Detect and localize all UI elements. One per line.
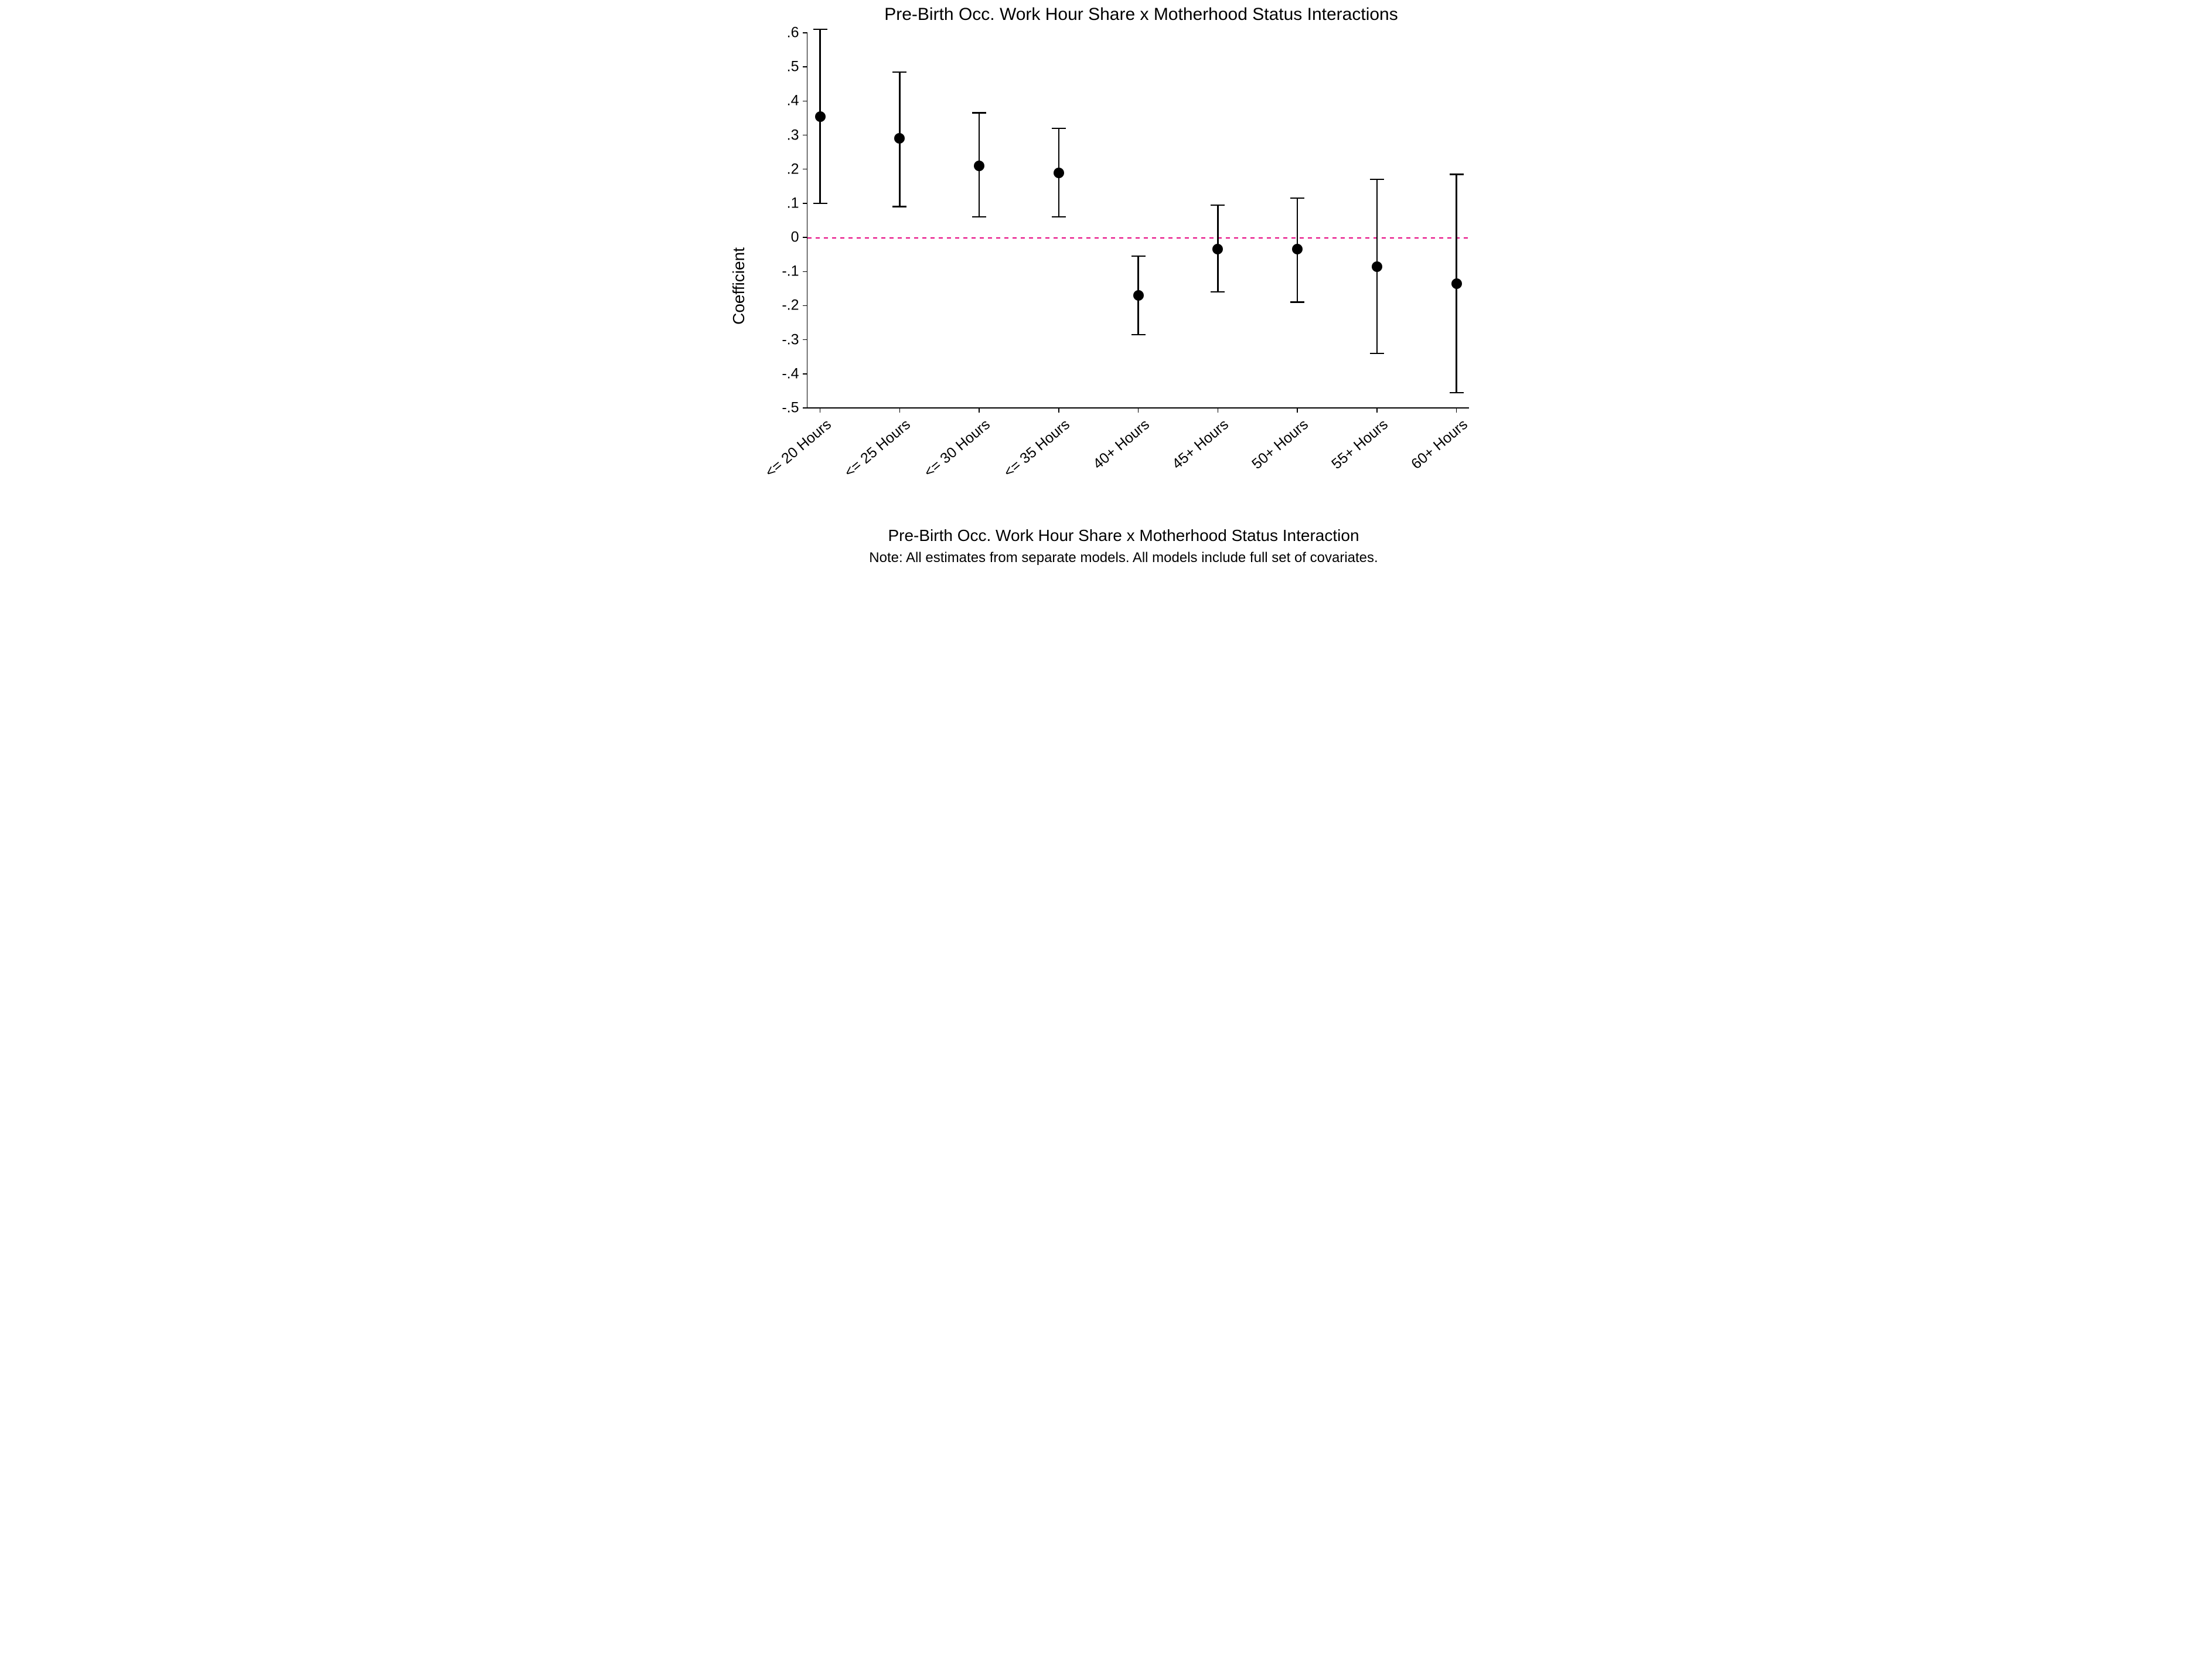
whisker-upper [1450, 173, 1464, 175]
y-tick-label: -.1 [782, 263, 807, 280]
y-tick-label: .1 [787, 195, 807, 212]
y-axis [807, 33, 808, 408]
whisker-upper [813, 29, 827, 30]
x-tick-label: 40+ Hours [1090, 416, 1153, 473]
y-tick-label: .3 [787, 127, 807, 144]
y-tick-label: .6 [787, 25, 807, 42]
whisker-lower [813, 203, 827, 205]
point-marker [1054, 168, 1064, 178]
point-marker [894, 133, 905, 144]
x-tick [820, 408, 821, 413]
point-marker [1292, 244, 1303, 254]
y-tick-label: .2 [787, 161, 807, 178]
whisker-lower [972, 216, 986, 218]
chart-note: Note: All estimates from separate models… [725, 550, 1487, 566]
x-tick-label: <= 20 Hours [762, 416, 834, 481]
whisker-upper [1290, 198, 1304, 199]
zero-reference-line [807, 237, 1470, 239]
point-marker [1212, 244, 1223, 254]
point-marker [1372, 261, 1382, 272]
whisker-lower [1450, 392, 1464, 394]
point-marker [974, 161, 984, 171]
point-marker [1133, 290, 1144, 301]
whisker-lower [1370, 353, 1384, 355]
whisker-upper [972, 112, 986, 114]
x-axis-label: Pre-Birth Occ. Work Hour Share x Motherh… [725, 526, 1487, 545]
x-tick [979, 408, 980, 413]
whisker-lower [1290, 301, 1304, 303]
y-axis-label: Coefficient [730, 247, 748, 325]
chart-title: Pre-Birth Occ. Work Hour Share x Motherh… [725, 5, 1487, 25]
y-tick-label: -.2 [782, 297, 807, 314]
x-tick-label: 45+ Hours [1169, 416, 1232, 473]
y-tick-label: -.4 [782, 365, 807, 382]
y-tick-label: -.3 [782, 331, 807, 348]
whisker-lower [892, 206, 906, 207]
y-tick-label: 0 [791, 229, 807, 246]
point-marker [815, 111, 826, 122]
whisker-upper [892, 72, 906, 73]
x-tick-label: <= 25 Hours [841, 416, 914, 481]
x-tick-label: 55+ Hours [1328, 416, 1392, 473]
chart-container: Pre-Birth Occ. Work Hour Share x Motherh… [725, 0, 1487, 572]
x-tick-label: 50+ Hours [1249, 416, 1312, 473]
whisker-upper [1211, 205, 1225, 206]
whisker-upper [1370, 179, 1384, 181]
x-tick-label: 60+ Hours [1408, 416, 1471, 473]
x-tick-label: <= 35 Hours [1000, 416, 1073, 481]
whisker-upper [1131, 256, 1146, 257]
whisker-lower [1211, 291, 1225, 293]
whisker-lower [1052, 216, 1066, 218]
plot-area: -.5-.4-.3-.2-.10.1.2.3.4.5.6<= 20 Hours<… [807, 33, 1470, 408]
point-marker [1451, 278, 1462, 289]
x-tick [1456, 408, 1457, 413]
y-tick-label: .4 [787, 93, 807, 110]
x-tick [1218, 408, 1219, 413]
whisker-upper [1052, 128, 1066, 130]
x-tick [1297, 408, 1298, 413]
y-tick-label: -.5 [782, 400, 807, 417]
x-tick [899, 408, 901, 413]
x-tick [1376, 408, 1378, 413]
whisker-lower [1131, 334, 1146, 336]
x-tick-label: <= 30 Hours [921, 416, 994, 481]
x-tick [1138, 408, 1139, 413]
x-tick [1058, 408, 1059, 413]
y-tick-label: .5 [787, 59, 807, 76]
